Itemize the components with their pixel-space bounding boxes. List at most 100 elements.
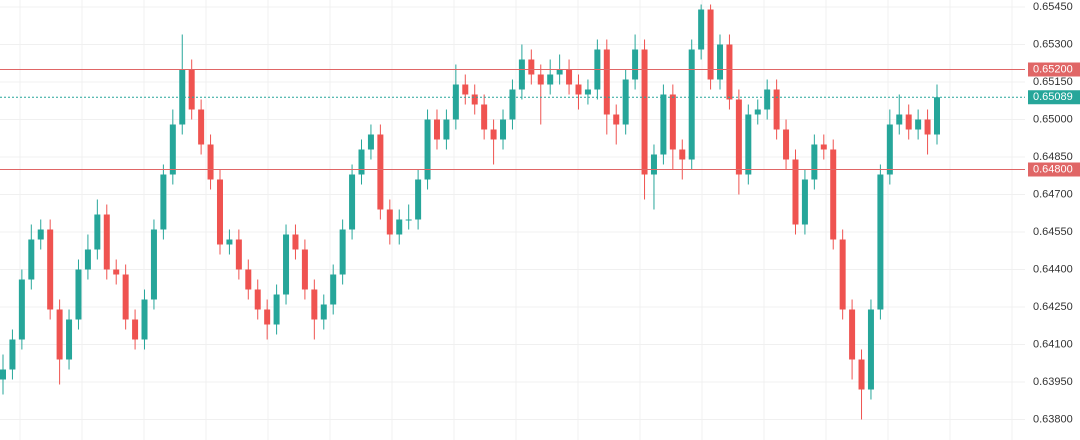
candle-body [575,84,582,95]
y-tick-label: 0.64100 [1033,338,1073,350]
candle-body [424,119,431,180]
candle-body [113,269,120,275]
candle-body [169,124,176,175]
candle-body [103,214,110,270]
candle-body [18,279,25,340]
candle-body [377,134,384,210]
candle-body [547,74,554,85]
candle-body [94,214,101,250]
candle-body [707,9,714,80]
candle-body [773,89,780,130]
candle-body [481,104,488,130]
candle-body [717,44,724,80]
candle-body [150,229,157,300]
candle-body [471,94,478,105]
candle-body [245,269,252,290]
y-tick-label: 0.64400 [1033,263,1073,275]
y-tick-label: 0.64250 [1033,301,1073,313]
candle-body [528,59,535,75]
candle-body [613,114,620,125]
y-tick-label: 0.63800 [1033,413,1073,425]
candle-body [396,219,403,235]
candle-body [66,319,73,360]
candle-body [566,69,573,85]
candle-body [584,89,591,95]
candle-body [367,134,374,150]
candle-body [490,129,497,140]
candle-body [896,114,903,125]
candle-body [433,119,440,140]
y-tick-label: 0.63950 [1033,376,1073,388]
candle-body [462,84,469,95]
candle-body [830,149,837,240]
candle-body [915,119,922,130]
y-tick-label: 0.65300 [1033,38,1073,50]
candle-body [735,99,742,175]
candle-body [198,109,205,145]
candle-body [669,94,676,150]
candle-body [254,289,261,310]
candle-body [867,309,874,390]
candle-body [537,74,544,85]
candle-body [283,234,290,295]
candle-body [386,209,393,235]
candle-body [877,174,884,310]
candle-body [84,249,91,270]
candle-body [273,294,280,325]
price-level-tag [1028,62,1080,77]
price-level-label: 0.64800 [1033,163,1073,175]
candle-body [641,49,648,175]
y-tick-label: 0.64850 [1033,151,1073,163]
candle-body [216,179,223,245]
candle-body [0,369,6,380]
candle-body [745,114,752,175]
candle-body [292,234,299,250]
candle-body [820,144,827,150]
candle-body [679,149,686,160]
candle-body [9,339,16,370]
candle-body [698,9,705,50]
candle-body [349,174,356,230]
candle-body [405,219,412,221]
candle-body [556,69,563,75]
candle-body [924,119,931,135]
candle-body [764,89,771,110]
candle-body [358,149,365,175]
candle-body [188,69,195,110]
y-tick-label: 0.64700 [1033,188,1073,200]
candle-body [235,239,242,270]
candle-body [226,239,233,245]
candle-body [839,239,846,310]
candle-body [311,289,318,320]
y-tick-label: 0.65000 [1033,113,1073,125]
candle-body [207,144,214,180]
candle-body [452,84,459,120]
last-price-tag [1028,90,1080,105]
candle-body [858,359,865,390]
candle-body [934,97,940,135]
candle-body [47,229,54,310]
candle-body [415,179,422,220]
candle-body [339,229,346,275]
candle-body [518,59,525,90]
y-tick-label: 0.65450 [1033,1,1073,13]
candle-body [56,309,63,360]
candle-body [603,49,610,115]
candle-body [726,44,733,100]
candle-body [783,129,790,160]
candle-body [811,144,818,180]
candle-body [141,299,148,340]
candle-body [632,49,639,80]
last-price-label: 0.65089 [1033,91,1073,103]
candle-body [330,274,337,305]
candle-body [754,109,761,115]
candle-body [37,229,44,240]
candle-body [75,269,82,320]
candle-body [849,309,856,360]
candle-body [132,319,139,340]
candle-body [264,309,271,325]
candle-body [28,239,35,280]
candle-body [792,159,799,225]
